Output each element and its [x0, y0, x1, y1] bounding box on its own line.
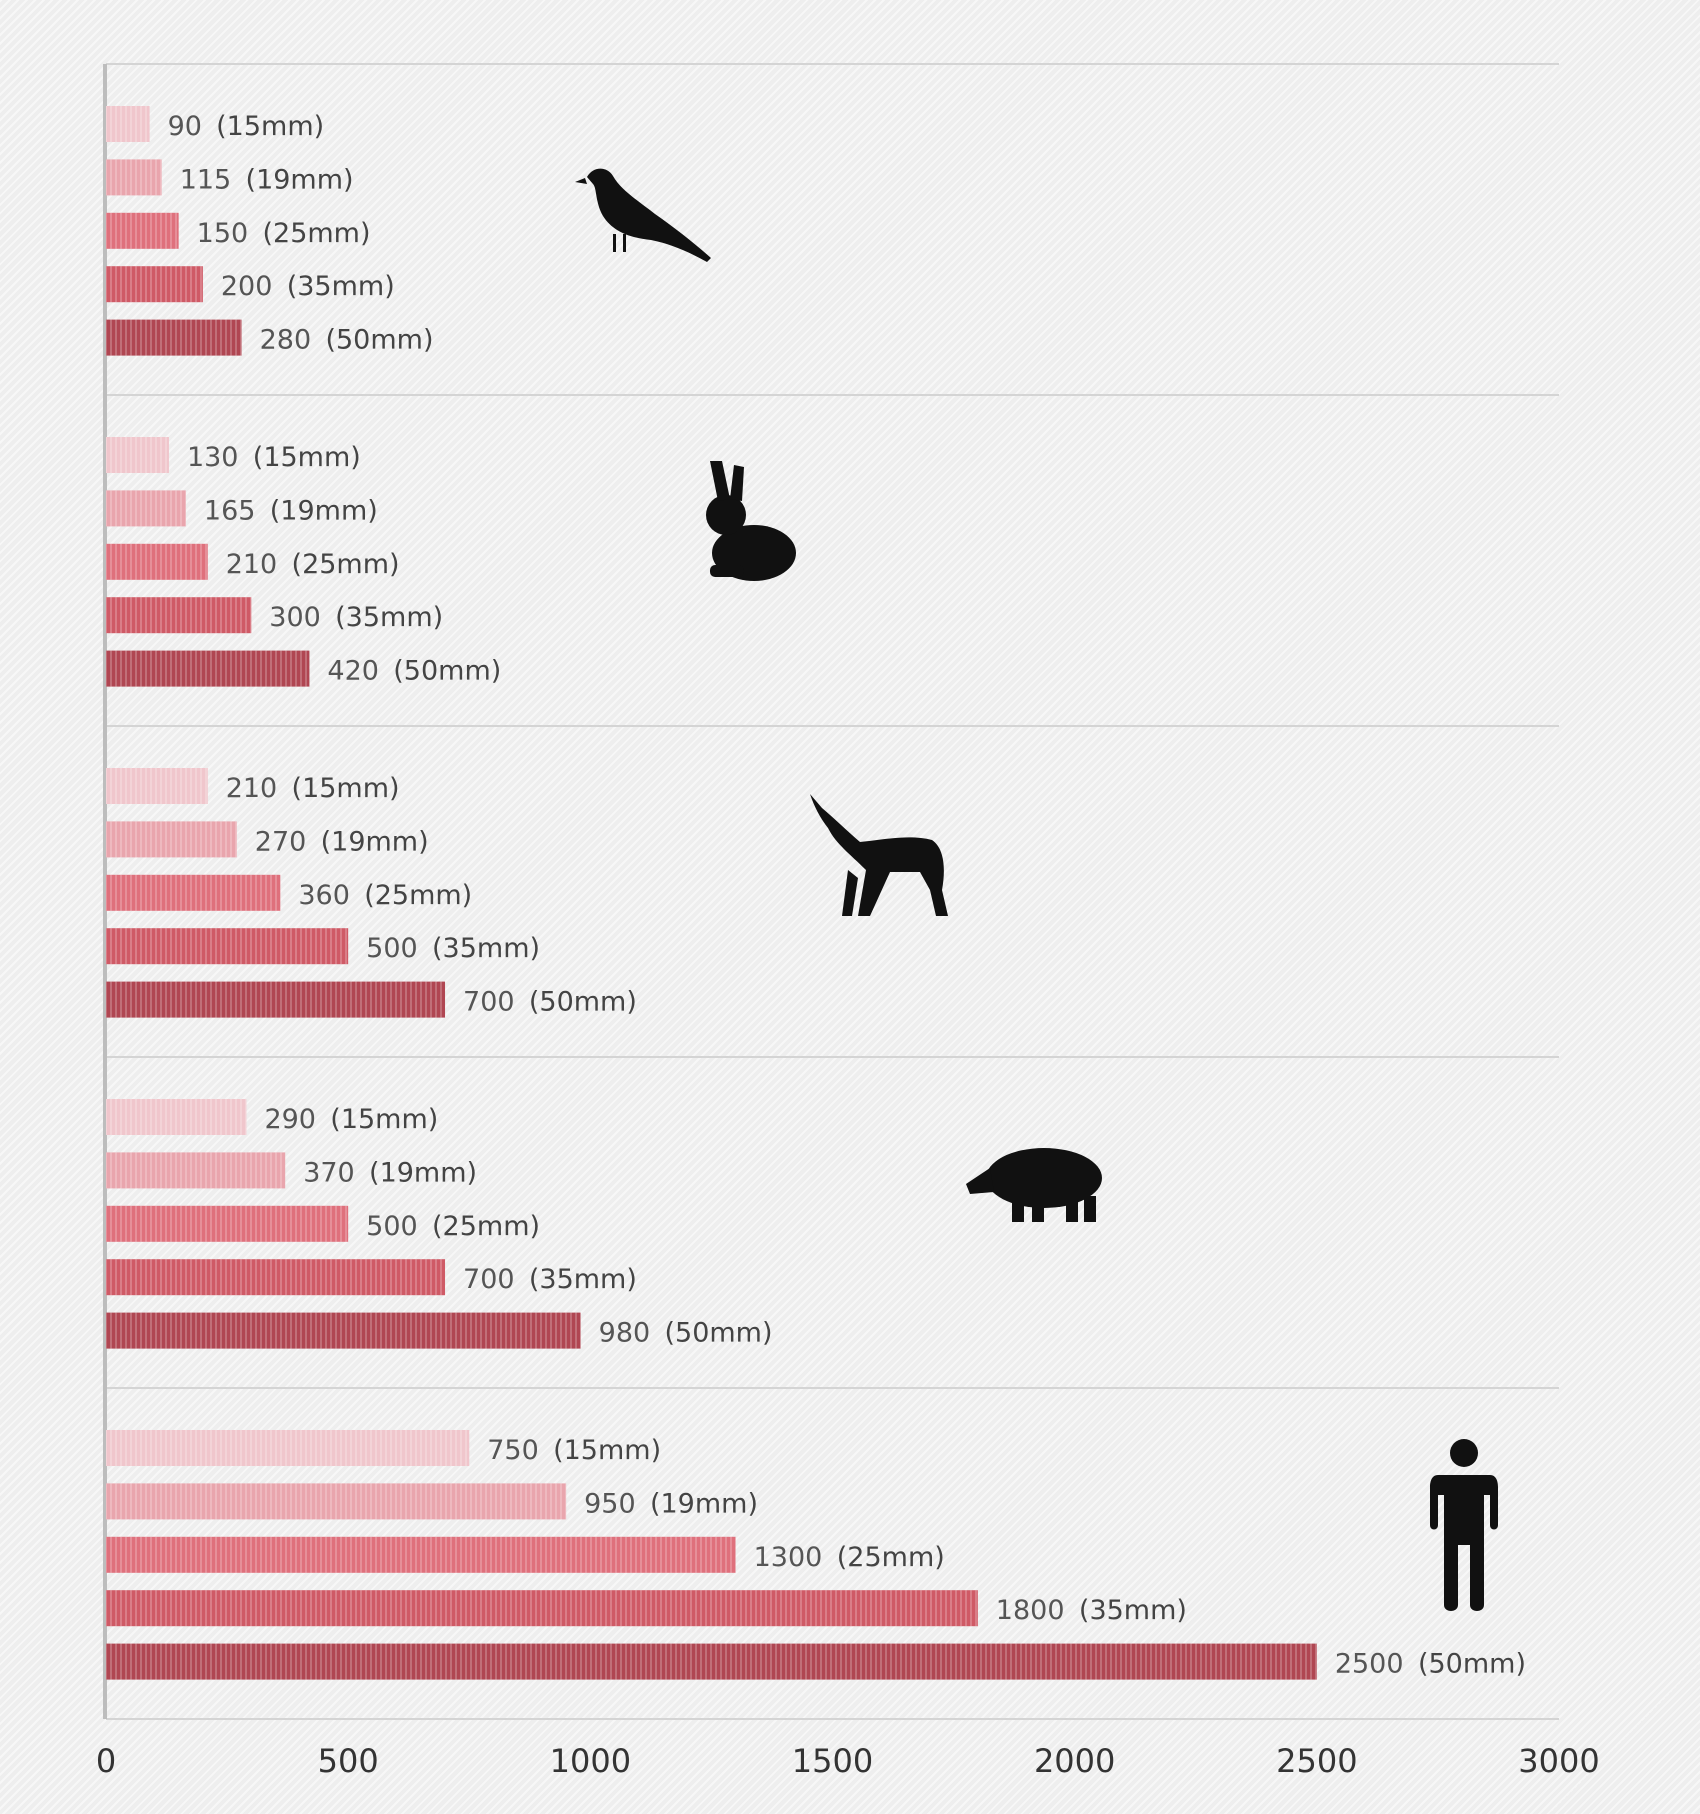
- bar-texture: [106, 543, 208, 580]
- bar-size-label: (50mm): [664, 1318, 772, 1349]
- bar-texture: [106, 266, 203, 303]
- bar-texture: [106, 1152, 286, 1189]
- bar-size-label: (25mm): [292, 549, 400, 580]
- bar-size-label: (19mm): [650, 1488, 758, 1519]
- icons-layer: [575, 168, 1498, 1611]
- bar-texture: [106, 597, 252, 634]
- bar-size-label: (25mm): [364, 880, 472, 911]
- bar-value-label: 2500: [1335, 1649, 1404, 1680]
- bar-texture: [106, 821, 237, 858]
- x-tick-label: 3000: [1518, 1742, 1599, 1780]
- bar-value-label: 1800: [996, 1595, 1065, 1626]
- boar-icon: [966, 1148, 1102, 1222]
- bar-size-label: (15mm): [292, 773, 400, 804]
- x-tick-label: 2000: [1034, 1742, 1115, 1780]
- bar-value-label: 210: [226, 773, 278, 804]
- bar-texture: [106, 1590, 978, 1627]
- x-axis-ticks: 0 500 1000 1500 2000 2500 3000: [96, 1742, 1600, 1780]
- bar-texture: [106, 650, 310, 687]
- bar-size-label: (50mm): [529, 987, 637, 1018]
- bar-value-label: 1300: [754, 1542, 823, 1573]
- bar-size-label: (19mm): [321, 826, 429, 857]
- bar-texture: [106, 1099, 247, 1135]
- bar-texture: [106, 490, 186, 527]
- bar-labels-layer: 90 (15mm) 115 (19mm) 150 (25mm) 200 (35mm) 280 (5…: [168, 111, 1526, 1680]
- person-icon: [1430, 1439, 1498, 1611]
- bar-texture: [106, 1430, 470, 1466]
- bar-texture: [106, 981, 446, 1018]
- bar-value-label: 280: [260, 325, 312, 356]
- rabbit-icon: [706, 461, 796, 581]
- x-tick-label: 2500: [1276, 1742, 1357, 1780]
- bar-value-label: 130: [187, 442, 239, 473]
- bar-value-label: 950: [584, 1488, 636, 1519]
- bar-value-label: 700: [463, 987, 515, 1018]
- bar-size-label: (19mm): [246, 164, 354, 195]
- bar-value-label: 370: [303, 1157, 355, 1188]
- group-separators: [106, 63, 1559, 1720]
- bar-value-label: 90: [168, 111, 202, 142]
- bar-texture: [106, 768, 208, 804]
- bar-size-label: (15mm): [253, 442, 361, 473]
- bar-value-label: 200: [221, 271, 273, 302]
- bar-size-label: (19mm): [369, 1157, 477, 1188]
- bar-size-label: (25mm): [432, 1211, 540, 1242]
- bar-texture: [106, 106, 150, 142]
- bar-value-label: 210: [226, 549, 278, 580]
- bar-texture: [106, 319, 242, 356]
- bar-value-label: 750: [487, 1435, 539, 1466]
- bar-value-label: 420: [327, 656, 379, 687]
- bar-size-label: (15mm): [330, 1104, 438, 1135]
- x-tick-label: 0: [96, 1742, 116, 1780]
- bar-texture: [106, 437, 169, 473]
- bar-value-label: 500: [366, 933, 418, 964]
- bar-value-label: 360: [298, 880, 350, 911]
- bar-texture: [106, 1536, 736, 1573]
- bar-value-label: 150: [197, 218, 249, 249]
- bar-value-label: 165: [204, 495, 256, 526]
- bar-size-label: (25mm): [262, 218, 370, 249]
- bar-size-label: (15mm): [216, 111, 324, 142]
- bar-value-label: 980: [599, 1318, 651, 1349]
- bar-size-label: (35mm): [335, 602, 443, 633]
- bar-size-label: (35mm): [432, 933, 540, 964]
- bar-value-label: 500: [366, 1211, 418, 1242]
- wolf-icon: [810, 794, 948, 916]
- bar-texture: [106, 1259, 446, 1296]
- bird-icon: [575, 168, 711, 262]
- bar-texture: [106, 1205, 349, 1242]
- bar-texture: [106, 1312, 581, 1349]
- x-tick-label: 1500: [792, 1742, 873, 1780]
- bar-size-label: (50mm): [1418, 1649, 1526, 1680]
- bar-size-label: (50mm): [325, 325, 433, 356]
- bar-size-label: (35mm): [287, 271, 395, 302]
- bar-texture: [106, 212, 179, 249]
- bar-size-label: (19mm): [270, 495, 378, 526]
- bar-texture: [106, 159, 162, 196]
- bar-size-label: (25mm): [837, 1542, 945, 1573]
- bar-value-label: 290: [264, 1104, 316, 1135]
- bar-size-label: (15mm): [553, 1435, 661, 1466]
- bar-size-label: (35mm): [1079, 1595, 1187, 1626]
- bar-value-label: 115: [180, 164, 232, 195]
- x-tick-label: 1000: [550, 1742, 631, 1780]
- bar-texture: [106, 1643, 1317, 1680]
- bar-value-label: 300: [269, 602, 321, 633]
- bar-size-label: (50mm): [393, 656, 501, 687]
- bar-texture: [106, 1483, 567, 1520]
- bar-value-label: 270: [255, 826, 307, 857]
- bars-layer: [106, 106, 1317, 1680]
- bar-texture: [106, 874, 281, 911]
- bar-size-label: (35mm): [529, 1264, 637, 1295]
- bar-texture: [106, 928, 349, 965]
- bar-value-label: 700: [463, 1264, 515, 1295]
- x-tick-label: 500: [318, 1742, 379, 1780]
